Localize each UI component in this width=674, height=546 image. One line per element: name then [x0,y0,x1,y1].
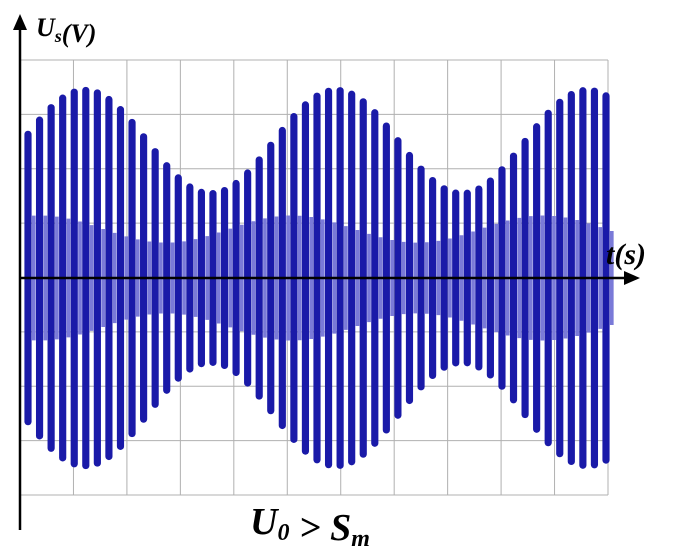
x-axis-label: t(s) [606,238,646,271]
x-axis-arrow-icon [624,271,640,285]
y-axis-arrow-icon [13,14,27,30]
y-axis-label: Us(V) [36,13,96,48]
chart-caption: U0 > Sm [250,501,370,546]
